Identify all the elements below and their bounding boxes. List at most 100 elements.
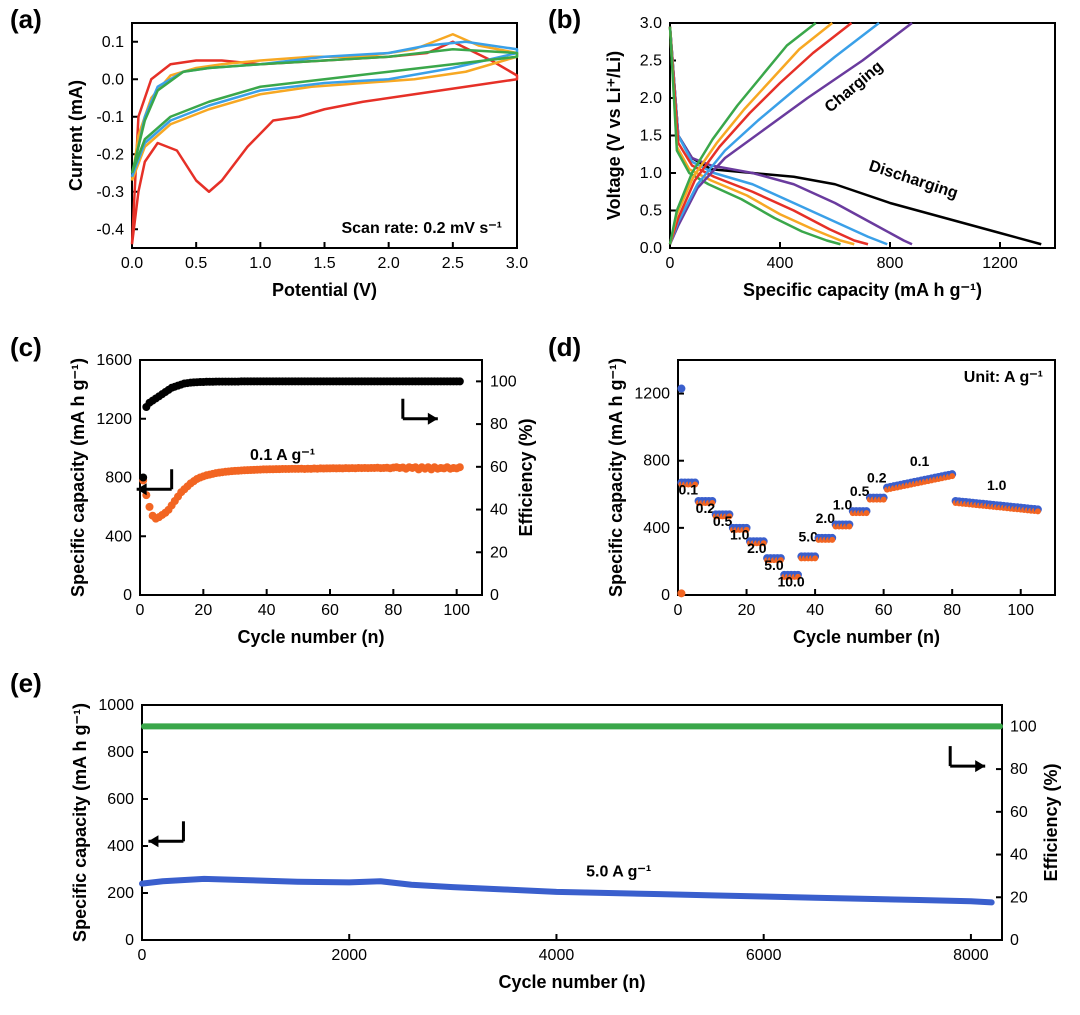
chart-voltage-capacity: 040080012000.00.51.01.52.02.53.0Specific… [600, 8, 1070, 308]
svg-text:200: 200 [107, 885, 134, 902]
svg-text:0: 0 [123, 587, 132, 604]
svg-text:100: 100 [490, 373, 517, 390]
panel-label-b: (b) [548, 4, 581, 35]
svg-text:Scan rate: 0.2 mV s⁻¹: Scan rate: 0.2 mV s⁻¹ [341, 220, 502, 237]
svg-text:Specific capacity (mA h g⁻¹): Specific capacity (mA h g⁻¹) [68, 358, 88, 597]
svg-text:60: 60 [321, 602, 339, 619]
svg-text:800: 800 [877, 255, 904, 272]
svg-text:400: 400 [767, 255, 794, 272]
svg-text:Cycle number (n): Cycle number (n) [498, 972, 645, 992]
svg-text:8000: 8000 [953, 947, 989, 964]
svg-text:400: 400 [643, 520, 670, 537]
svg-text:Unit: A g⁻¹: Unit: A g⁻¹ [964, 369, 1043, 386]
svg-text:40: 40 [806, 602, 824, 619]
svg-text:0.0: 0.0 [640, 240, 662, 257]
svg-text:-0.3: -0.3 [96, 184, 124, 201]
svg-text:0.5: 0.5 [640, 203, 662, 220]
svg-text:60: 60 [1010, 804, 1028, 821]
svg-text:-0.4: -0.4 [96, 221, 124, 238]
svg-text:Potential (V): Potential (V) [272, 280, 377, 300]
svg-text:Cycle number (n): Cycle number (n) [793, 627, 940, 647]
svg-text:800: 800 [105, 470, 132, 487]
svg-text:1200: 1200 [982, 255, 1018, 272]
svg-text:5.0: 5.0 [764, 557, 784, 573]
svg-text:20: 20 [490, 544, 508, 561]
svg-text:2.0: 2.0 [747, 540, 767, 556]
svg-text:0: 0 [661, 587, 670, 604]
svg-text:60: 60 [490, 459, 508, 476]
svg-text:20: 20 [194, 602, 212, 619]
svg-text:80: 80 [943, 602, 961, 619]
svg-text:80: 80 [490, 416, 508, 433]
svg-text:2.0: 2.0 [640, 90, 662, 107]
panel-label-c: (c) [10, 332, 42, 363]
svg-text:4000: 4000 [539, 947, 575, 964]
chart-rate-capability: 020406080100040080012000.10.20.51.02.05.… [600, 345, 1070, 655]
svg-text:0: 0 [138, 947, 147, 964]
svg-text:1.0: 1.0 [987, 477, 1007, 493]
svg-text:3.0: 3.0 [506, 255, 528, 272]
panel-label-d: (d) [548, 332, 581, 363]
svg-text:1600: 1600 [96, 352, 132, 369]
svg-text:400: 400 [105, 528, 132, 545]
svg-text:100: 100 [443, 602, 470, 619]
svg-text:20: 20 [738, 602, 756, 619]
svg-text:1.5: 1.5 [313, 255, 335, 272]
svg-text:0.2: 0.2 [867, 470, 887, 486]
svg-text:0.0: 0.0 [121, 255, 143, 272]
svg-text:0: 0 [136, 602, 145, 619]
svg-text:40: 40 [1010, 847, 1028, 864]
panel-label-a: (a) [10, 4, 42, 35]
svg-text:0.5: 0.5 [185, 255, 207, 272]
svg-text:800: 800 [107, 744, 134, 761]
svg-text:2000: 2000 [331, 947, 367, 964]
svg-text:600: 600 [107, 791, 134, 808]
svg-text:1.0: 1.0 [249, 255, 271, 272]
svg-text:0: 0 [125, 932, 134, 949]
svg-text:Efficiency (%): Efficiency (%) [1041, 763, 1061, 881]
chart-cv: 0.0 0.5 1.0 1.5 2.0 2.5 3.0 -0.4 -0.3 -0.2 -0.1 0.0… [62, 8, 532, 308]
svg-text:20: 20 [1010, 889, 1028, 906]
svg-text:800: 800 [643, 453, 670, 470]
svg-text:400: 400 [107, 838, 134, 855]
svg-text:6000: 6000 [746, 947, 782, 964]
svg-text:100: 100 [1007, 602, 1034, 619]
svg-text:Current (mA): Current (mA) [66, 80, 86, 191]
chart-long-cycling: 0 2000 4000 6000 8000 0 200 400 600 800 1000 0 20 40 6… [62, 690, 1072, 1000]
svg-text:100: 100 [1010, 718, 1037, 735]
svg-text:0.1: 0.1 [910, 453, 930, 469]
svg-text:1.0: 1.0 [640, 165, 662, 182]
svg-text:10.0: 10.0 [777, 574, 804, 590]
svg-text:Voltage (V vs Li⁺/Li): Voltage (V vs Li⁺/Li) [604, 51, 624, 220]
svg-text:60: 60 [875, 602, 893, 619]
svg-text:0: 0 [490, 587, 499, 604]
svg-text:-0.2: -0.2 [96, 146, 124, 163]
svg-text:1200: 1200 [634, 386, 670, 403]
svg-text:3.0: 3.0 [640, 15, 662, 32]
svg-text:2.5: 2.5 [640, 53, 662, 70]
svg-text:1200: 1200 [96, 411, 132, 428]
svg-text:Specific capacity (mA h g⁻¹): Specific capacity (mA h g⁻¹) [606, 358, 626, 597]
svg-text:2.0: 2.0 [378, 255, 400, 272]
svg-text:40: 40 [490, 502, 508, 519]
svg-text:1000: 1000 [98, 697, 134, 714]
chart-cycling-low-rate: 0 20 40 60 80 100 0 400 800 1200 1600 0 20 40 60 80 100 C… [62, 345, 542, 655]
svg-text:0.1: 0.1 [679, 481, 699, 497]
svg-text:Specific capacity (mA h g⁻¹): Specific capacity (mA h g⁻¹) [743, 280, 982, 300]
svg-text:Discharging: Discharging [867, 158, 960, 203]
svg-text:0: 0 [674, 602, 683, 619]
svg-text:1.5: 1.5 [640, 128, 662, 145]
svg-text:0: 0 [1010, 932, 1019, 949]
svg-text:5.0 A g⁻¹: 5.0 A g⁻¹ [586, 864, 651, 881]
svg-text:80: 80 [384, 602, 402, 619]
svg-text:40: 40 [258, 602, 276, 619]
svg-text:-0.1: -0.1 [96, 109, 124, 126]
svg-text:2.5: 2.5 [442, 255, 464, 272]
svg-text:Cycle number (n): Cycle number (n) [237, 627, 384, 647]
svg-text:0.0: 0.0 [102, 71, 124, 88]
svg-text:80: 80 [1010, 761, 1028, 778]
panel-label-e: (e) [10, 668, 42, 699]
svg-text:Specific capacity (mA h g⁻¹): Specific capacity (mA h g⁻¹) [70, 703, 90, 942]
svg-text:Efficiency (%): Efficiency (%) [516, 418, 536, 536]
svg-text:0.1: 0.1 [102, 34, 124, 51]
